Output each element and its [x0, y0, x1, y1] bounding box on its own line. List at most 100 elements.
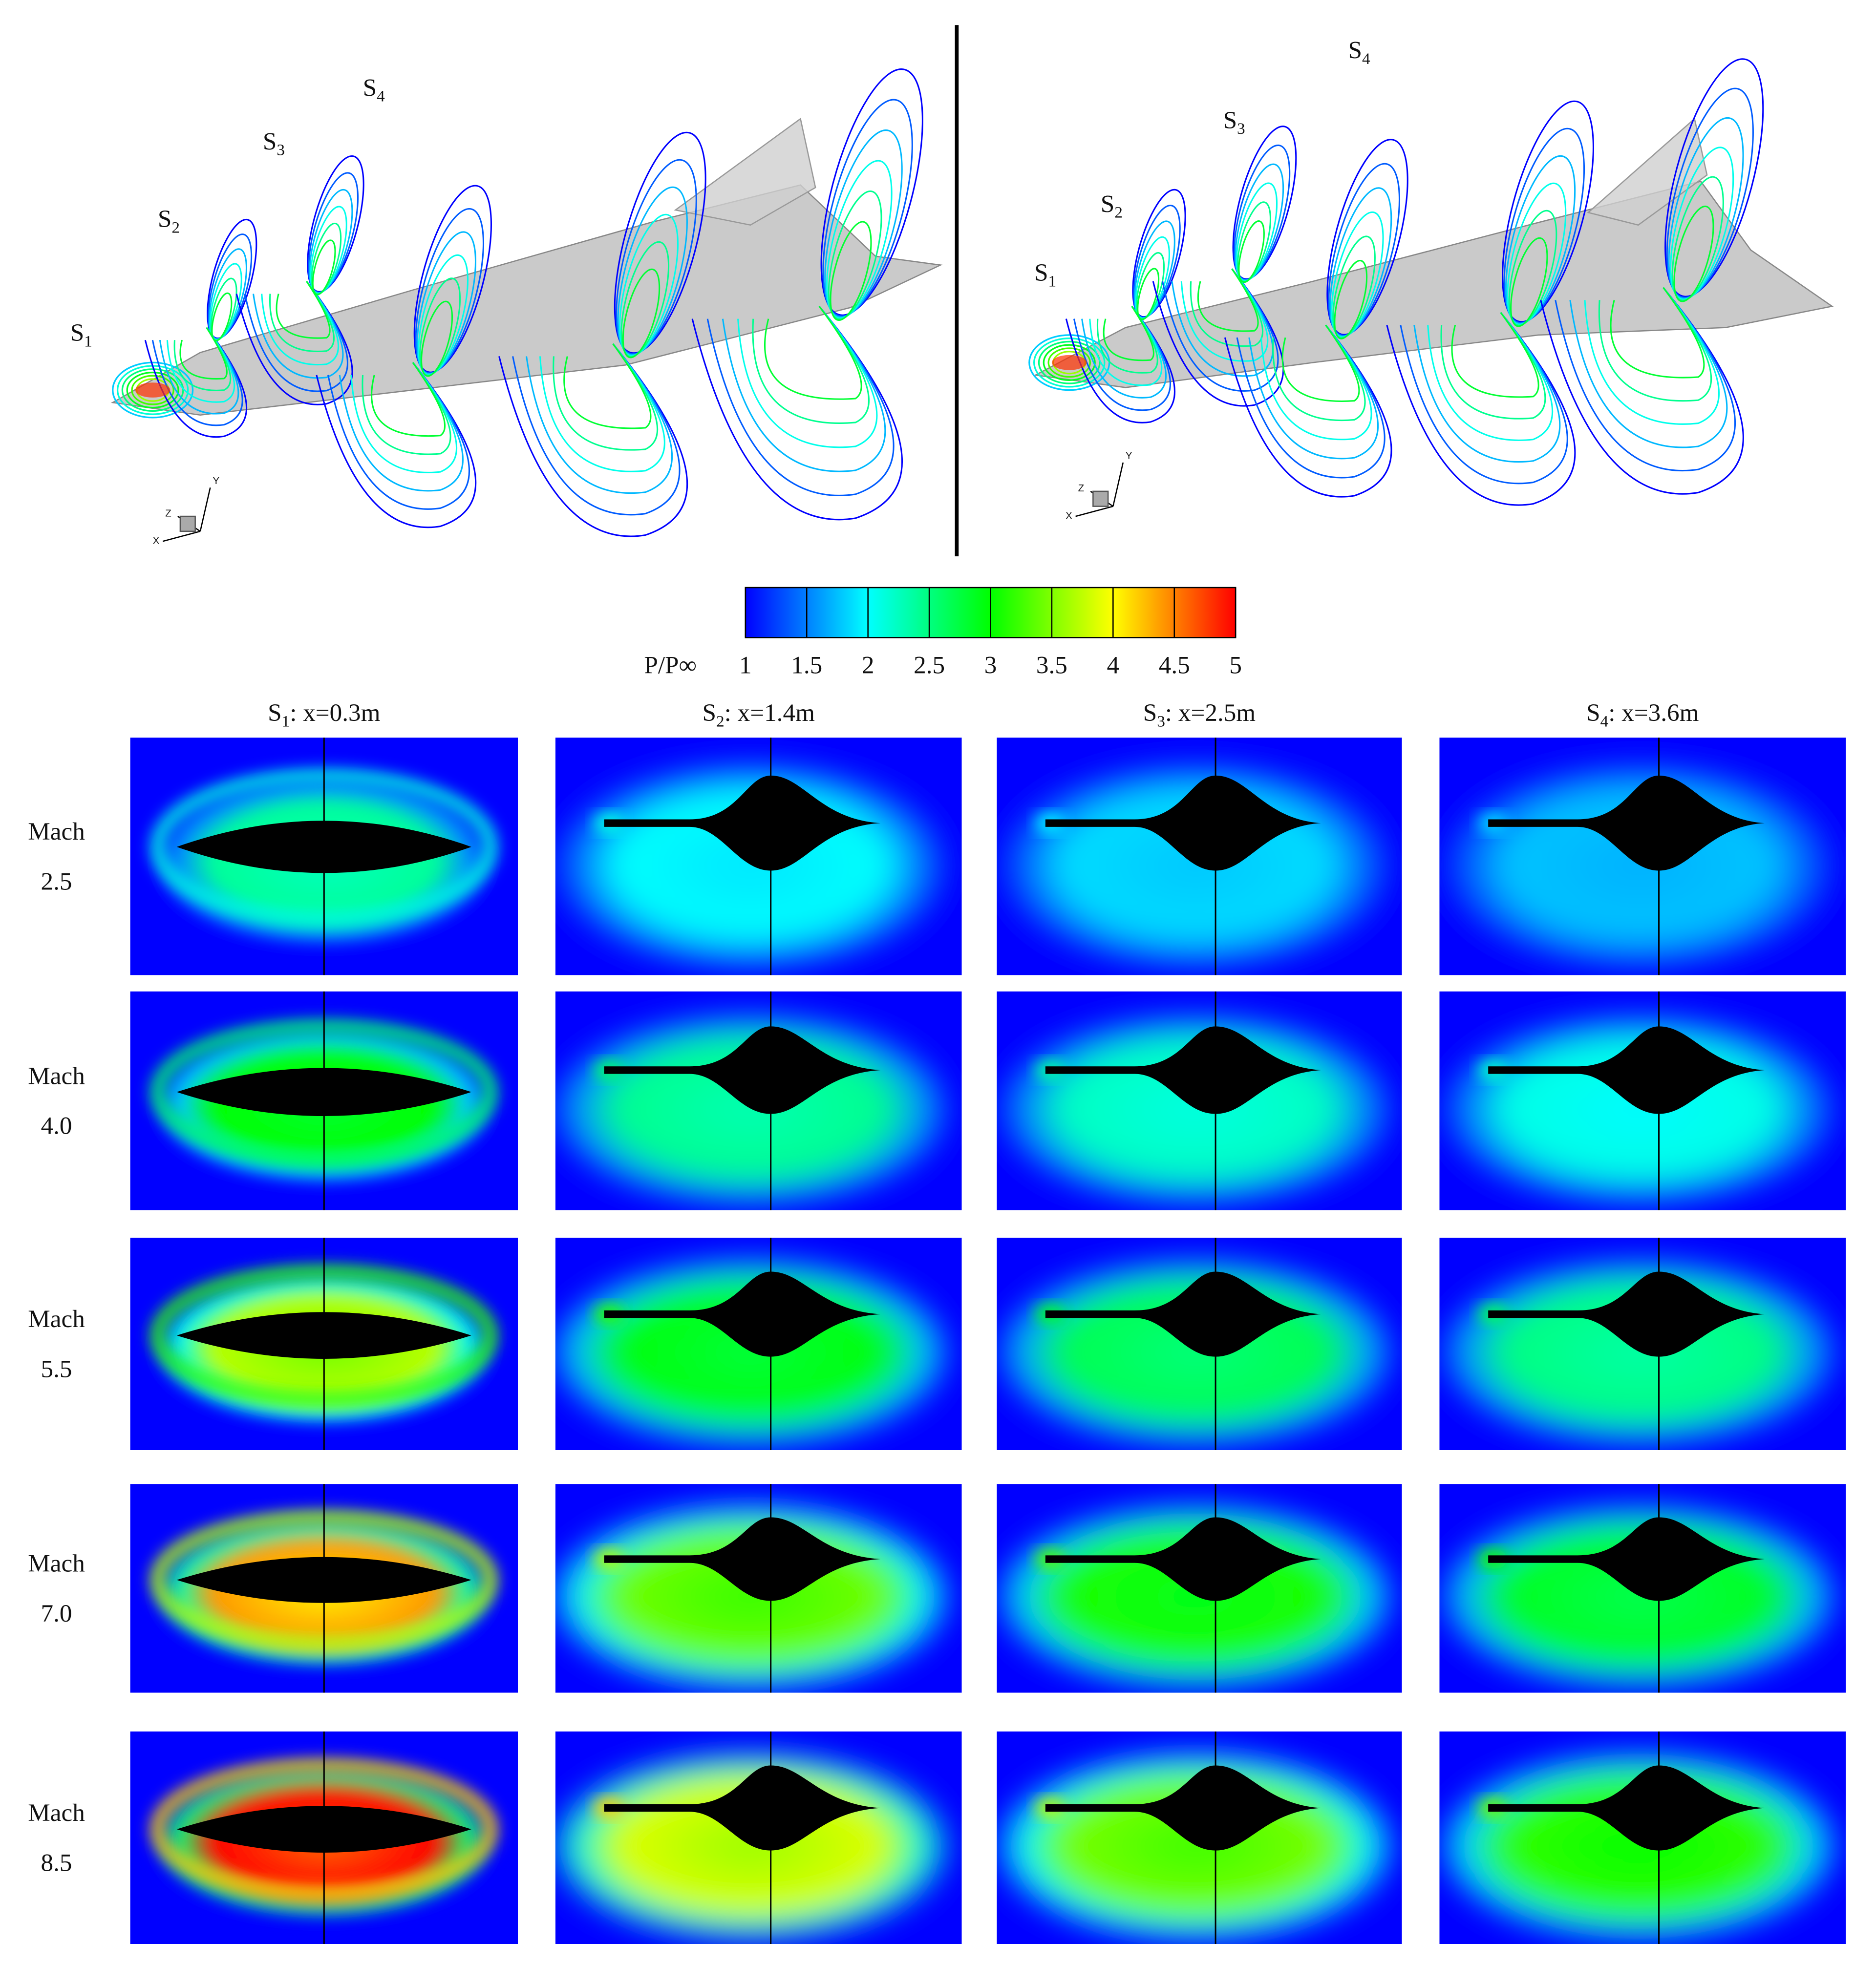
- contour-line: [1670, 147, 1734, 300]
- contour-line: [764, 306, 862, 400]
- text-part: S: [70, 319, 84, 347]
- pressure-panel: [555, 1237, 962, 1451]
- contour-line: [244, 280, 348, 392]
- text-part: S: [158, 205, 171, 233]
- contour-line: [1540, 287, 1744, 495]
- contour-line: [525, 343, 673, 494]
- triad-axis: [1075, 506, 1113, 517]
- contour-line: [1065, 306, 1175, 423]
- text-part: 3: [1237, 120, 1245, 138]
- contour-line: [1502, 100, 1594, 323]
- contour-line: [179, 327, 228, 380]
- text-part: 2: [1114, 203, 1123, 221]
- pressure-panel: [130, 1731, 518, 1944]
- row-label: 2.5: [41, 867, 72, 895]
- nose-hot: [135, 382, 171, 398]
- pressure-panel: [130, 1237, 518, 1451]
- body-section: [1045, 1517, 1321, 1601]
- contour-line: [235, 280, 353, 405]
- contour-line: [418, 254, 469, 376]
- pressure-panel: [997, 991, 1402, 1210]
- text-part: S: [268, 699, 281, 727]
- text-part: S: [1348, 36, 1362, 64]
- contour-line: [362, 362, 451, 455]
- contour-line: [1507, 182, 1567, 325]
- contour-line: [691, 306, 903, 521]
- pressure-panel: [1439, 1484, 1846, 1693]
- column-header: S1: x=0.3m: [268, 699, 381, 730]
- body-section: [604, 1271, 881, 1357]
- contour-line: [706, 306, 895, 496]
- pressure-panel: [997, 1237, 1402, 1451]
- contour-line: [1103, 306, 1154, 361]
- contour-line: [1332, 235, 1376, 339]
- contour-line: [1190, 268, 1264, 347]
- contour-line: [327, 362, 470, 510]
- contour-line: [1664, 58, 1764, 297]
- contour-line: [828, 190, 882, 320]
- pressure-glow: [1439, 1502, 1842, 1691]
- contour-line: [617, 186, 688, 356]
- row-label: Mach: [28, 1799, 85, 1827]
- section-label: S3: [1223, 106, 1245, 138]
- contour-line: [1047, 347, 1091, 378]
- pressure-glow: [1439, 1011, 1842, 1208]
- contour-line: [1671, 176, 1724, 301]
- contour-line: [276, 281, 331, 339]
- contour-line: [1400, 312, 1568, 485]
- contour-line: [826, 160, 893, 319]
- body-section: [604, 1517, 881, 1601]
- text-part: 1: [1048, 272, 1057, 290]
- contour-line: [1096, 306, 1158, 374]
- aircraft-fin: [674, 117, 816, 226]
- triad-label: X: [153, 535, 160, 547]
- triad-label: Z: [165, 507, 171, 519]
- contour-line: [1440, 312, 1546, 420]
- row-label: Mach: [28, 1550, 85, 1578]
- text-part: 2: [171, 218, 180, 236]
- contour-line: [622, 268, 661, 359]
- contour-line: [1610, 287, 1705, 379]
- pressure-panel: [1439, 1237, 1846, 1451]
- body-section: [1488, 775, 1765, 871]
- colorbar-tick-label: 3.5: [1036, 652, 1067, 679]
- contour-line: [211, 292, 233, 342]
- section-label: S3: [263, 127, 285, 159]
- contour-line: [618, 213, 679, 357]
- contour-line: [539, 343, 665, 472]
- colorbar-label: P/P∞: [644, 652, 697, 679]
- contour-line: [316, 362, 477, 528]
- contour-line: [1248, 324, 1379, 460]
- row-label: 8.5: [41, 1849, 72, 1877]
- text-part: : x=3.6m: [1608, 699, 1699, 727]
- contour-line: [1089, 306, 1163, 386]
- body-section: [1045, 1765, 1321, 1851]
- contour-line: [416, 231, 477, 375]
- contour-line: [616, 159, 697, 355]
- pressure-panel: [555, 1484, 962, 1693]
- contour-line: [1668, 117, 1744, 299]
- text-part: 4: [1600, 712, 1609, 730]
- text-part: S: [1586, 699, 1600, 727]
- aircraft-view: Y Z X: [1028, 58, 1834, 521]
- text-part: 4: [377, 87, 385, 105]
- contour-line: [159, 327, 239, 415]
- contour-line: [1666, 87, 1754, 298]
- pressure-panel: [1439, 991, 1846, 1210]
- row-label: Mach: [28, 1305, 85, 1333]
- contour-line: [1505, 155, 1576, 325]
- body-section: [1488, 1271, 1765, 1357]
- colorbar-tick-label: 3: [984, 652, 997, 679]
- row-label: 5.5: [41, 1355, 72, 1383]
- body-section: [1488, 1517, 1765, 1601]
- contour-line: [1137, 268, 1160, 320]
- contour-line: [1386, 312, 1576, 506]
- contour-line: [1329, 187, 1392, 337]
- text-part: 2: [716, 712, 725, 730]
- contour-line: [1272, 324, 1366, 422]
- row-label: 7.0: [41, 1600, 72, 1627]
- contour-line: [1162, 268, 1279, 392]
- contour-line: [822, 99, 913, 317]
